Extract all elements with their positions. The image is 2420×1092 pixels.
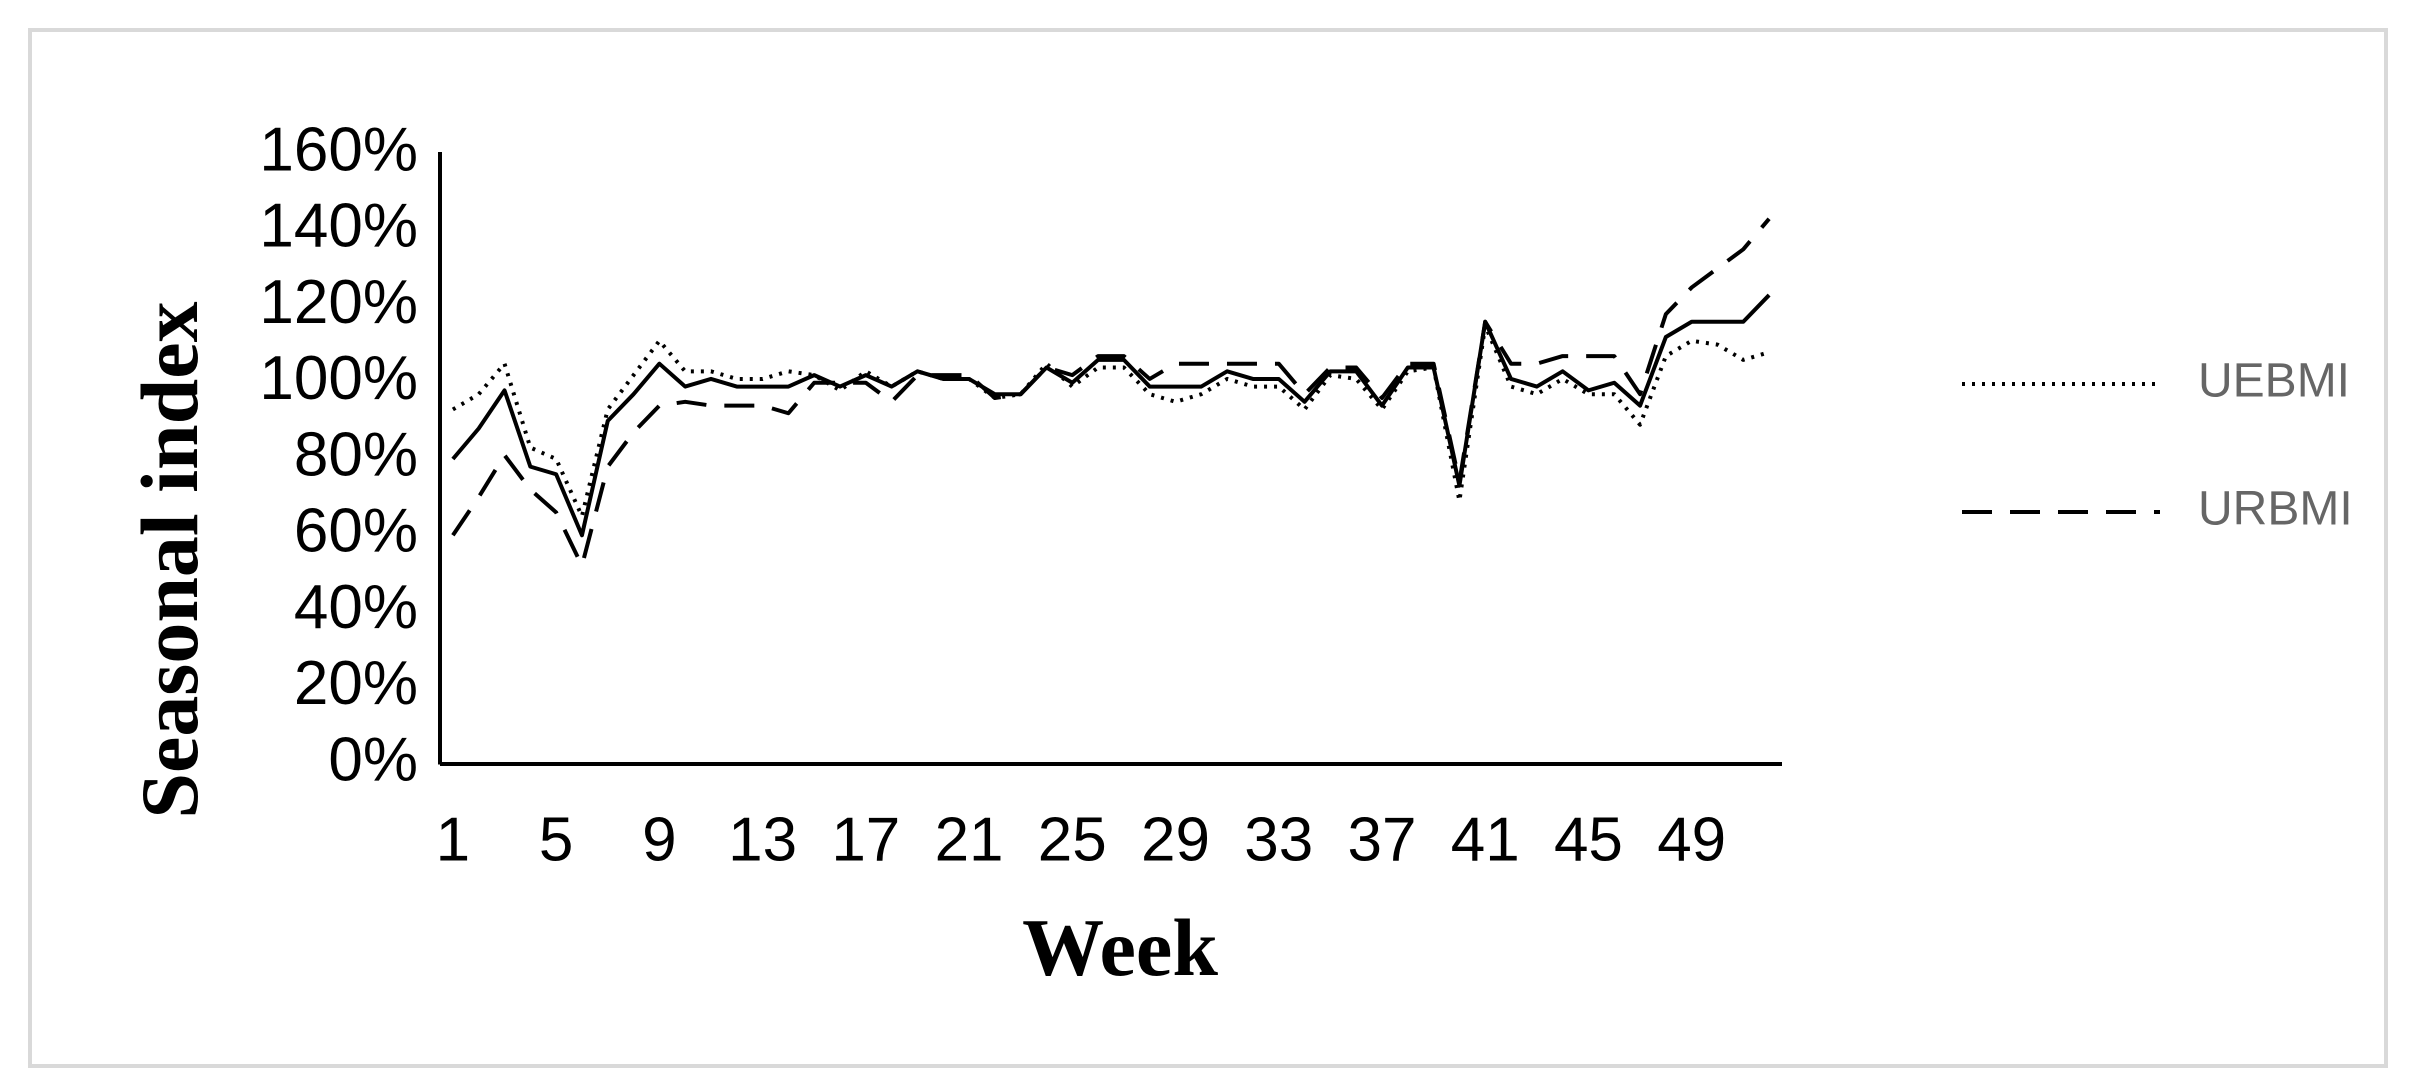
x-tick-label: 41 xyxy=(1451,805,1520,874)
x-tick-label: 9 xyxy=(642,805,676,874)
y-tick-label: 120% xyxy=(259,268,418,337)
x-tick-label: 21 xyxy=(935,805,1004,874)
x-tick-label: 45 xyxy=(1554,805,1623,874)
x-tick-label: 25 xyxy=(1038,805,1107,874)
x-tick-label: 29 xyxy=(1141,805,1210,874)
x-tick-label: 49 xyxy=(1657,805,1726,874)
y-tick-label: 140% xyxy=(259,192,418,261)
y-tick-label: 100% xyxy=(259,344,418,413)
y-tick-label: 40% xyxy=(294,573,418,642)
y-tick-label: 80% xyxy=(294,420,418,489)
x-tick-label: 37 xyxy=(1347,805,1416,874)
y-tick-label: 60% xyxy=(294,497,418,566)
x-tick-label: 5 xyxy=(539,805,573,874)
x-tick-label: 17 xyxy=(831,805,900,874)
legend-label: UEBMI xyxy=(2198,355,2350,408)
x-tick-label: 13 xyxy=(728,805,797,874)
chart-frame xyxy=(28,28,2388,1068)
y-tick-label: 0% xyxy=(328,725,418,794)
series-line xyxy=(451,293,1771,538)
x-axis-title: Week xyxy=(1022,902,1218,993)
series-line xyxy=(451,217,1771,568)
y-tick-label: 160% xyxy=(259,115,418,184)
x-tick-label: 33 xyxy=(1244,805,1313,874)
y-axis-title: Seasonal index xyxy=(124,301,215,818)
y-tick-label: 20% xyxy=(294,649,418,718)
x-tick-label: 1 xyxy=(436,805,470,874)
legend-label: URBMI xyxy=(2198,483,2353,536)
series-line xyxy=(451,323,1770,519)
